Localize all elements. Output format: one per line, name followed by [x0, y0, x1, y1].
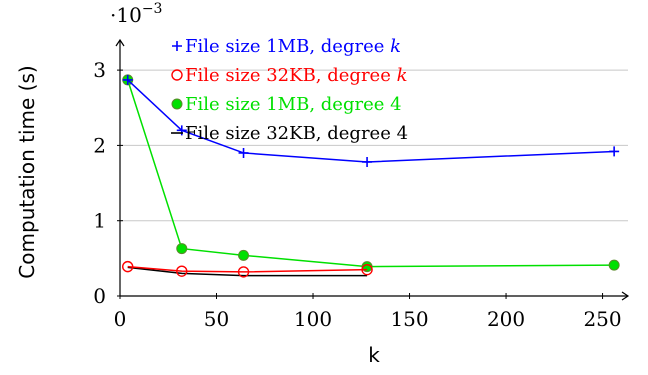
data-point — [176, 243, 188, 255]
axes — [115, 38, 630, 301]
legend-label-text: File size 1MB, degree 4 — [185, 94, 402, 115]
y-tick-label: 3 — [93, 58, 106, 82]
legend-label: File size 32KB, degree k — [185, 65, 408, 86]
y-axis-label: Computation time (s) — [15, 65, 39, 278]
y-tick-label: 1 — [93, 209, 106, 233]
legend-label: File size 1MB, degree 4 — [185, 94, 402, 115]
data-point — [362, 156, 373, 167]
legend-entry: File size 32KB, degree 4 — [171, 123, 408, 144]
data-point — [238, 147, 249, 158]
legend-label: File size 1MB, degree k — [185, 36, 401, 57]
legend-entry: File size 32KB, degree k — [171, 65, 408, 86]
data-point — [176, 265, 188, 277]
x-tick-label: 250 — [583, 307, 621, 331]
data-point — [609, 146, 620, 157]
legend-swatch — [171, 69, 183, 81]
legend-label: File size 32KB, degree 4 — [185, 123, 408, 144]
x-tick-label: 100 — [294, 307, 332, 331]
legend-label-variable: k — [397, 65, 408, 86]
series-4 — [127, 266, 368, 277]
x-tick-label: 200 — [487, 307, 525, 331]
x-tick-label: 0 — [114, 307, 127, 331]
data-point — [238, 249, 250, 261]
data-point — [608, 259, 620, 271]
data-point — [122, 260, 134, 273]
series-1 — [122, 74, 620, 167]
gridlines — [120, 69, 628, 222]
series-line — [127, 79, 615, 163]
data-point — [237, 266, 250, 278]
series-line — [127, 265, 368, 273]
legend-entry: File size 1MB, degree k — [172, 36, 401, 57]
legend-swatch — [172, 41, 182, 51]
y-scale-base: ·10 — [110, 3, 142, 27]
data-series — [122, 74, 620, 278]
legend-label-text: File size 32KB, degree — [185, 65, 397, 86]
x-axis-arrowhead — [621, 291, 630, 301]
x-axis-label: k — [368, 343, 380, 367]
legend-entry: File size 1MB, degree 4 — [171, 94, 402, 115]
series-2 — [122, 260, 373, 278]
axis-labels: ·10−3 k Computation time (s) — [15, 1, 380, 367]
y-tick-label: 2 — [93, 133, 106, 157]
y-axis-arrowhead — [115, 38, 125, 47]
series-line — [127, 266, 368, 277]
legend-label-text: File size 1MB, degree — [185, 36, 390, 57]
y-scale-label: ·10−3 — [110, 1, 162, 27]
x-tick-label: 50 — [204, 307, 229, 331]
legend-swatch — [171, 98, 183, 110]
y-tick-label: 0 — [93, 284, 106, 308]
data-point — [122, 74, 133, 85]
x-tick-label: 150 — [390, 307, 428, 331]
ticks: 0 50 100 150 200 250 0 1 2 3 — [93, 58, 621, 331]
data-point — [361, 263, 373, 276]
legend-label-variable: k — [390, 36, 401, 57]
y-scale-exponent: −3 — [142, 1, 163, 17]
legend-label-text: File size 32KB, degree 4 — [185, 123, 408, 144]
